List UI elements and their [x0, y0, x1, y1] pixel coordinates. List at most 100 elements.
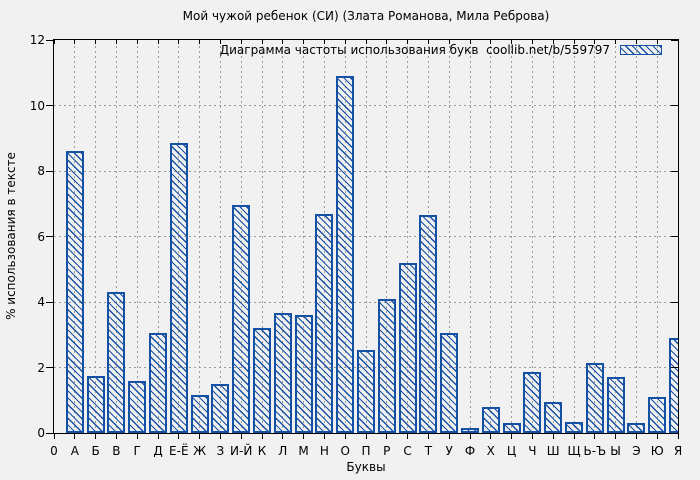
gridline-v-Ю	[656, 40, 658, 433]
xtick-label-Б: Б	[91, 444, 100, 458]
ytick-label-10: 10	[29, 98, 45, 113]
gridline-v-Э	[635, 40, 637, 433]
gridline-v-К	[261, 40, 263, 433]
legend-label: Диаграмма частоты использования букв coo…	[219, 43, 610, 57]
ytick-mirror-6	[671, 236, 678, 237]
ytick-8	[46, 170, 53, 172]
ytick-mirror-10	[671, 105, 678, 106]
xtick-mirror-Ш	[552, 40, 554, 44]
bars-layer	[54, 40, 678, 433]
xtick-label-Т: Т	[424, 444, 433, 458]
plot-area: Диаграмма частоты использования букв coo…	[30, 33, 682, 458]
ytick-mirror-4	[671, 301, 678, 303]
xtick-mirror-Щ	[573, 40, 575, 44]
xtick-mirror-Ы	[615, 40, 617, 44]
xtick-Ч	[531, 434, 533, 439]
xtick-mirror-И-Й	[240, 40, 242, 44]
ytick-label-8: 8	[37, 164, 45, 178]
ytick-4	[46, 301, 53, 303]
bar-Т	[419, 215, 438, 433]
xtick-label-Д: Д	[153, 444, 163, 458]
ytick-6	[46, 236, 53, 237]
xtick-П	[365, 434, 367, 439]
xtick-Н	[323, 434, 325, 439]
gridline-v-Ф	[469, 40, 471, 433]
xtick-Е-Ё	[178, 434, 180, 439]
xtick-mirror-М	[303, 40, 305, 44]
xtick-Л	[282, 434, 284, 439]
xtick-А	[74, 434, 76, 439]
bar-Ф	[461, 428, 479, 433]
gridline-v-Ц	[511, 40, 513, 433]
ytick-0	[46, 432, 53, 434]
bar-Л	[273, 313, 292, 433]
xtick-mirror-В	[115, 40, 117, 44]
xtick-Х	[490, 434, 492, 439]
xtick-mirror-Н	[323, 40, 325, 44]
xtick-Д	[157, 434, 159, 439]
xtick-label-Л: Л	[278, 444, 288, 458]
xtick-label-Ь-Ъ: Ь-Ъ	[583, 444, 607, 458]
bar-Ю	[648, 396, 667, 433]
ytick-2	[46, 367, 53, 368]
bar-С	[398, 262, 417, 433]
bar-Щ	[565, 421, 583, 433]
gridline-v-Л	[282, 40, 284, 433]
gridline-v-Ш	[552, 40, 554, 433]
gridline-v-В	[115, 40, 117, 433]
xtick-label-Щ: Щ	[567, 444, 581, 458]
xtick-label-Р: Р	[383, 444, 391, 458]
xtick-label-З: З	[216, 444, 225, 458]
xtick-label-Ц: Ц	[506, 444, 517, 458]
bar-М	[294, 315, 313, 433]
xtick-О	[344, 434, 346, 439]
xtick-label-У: У	[445, 444, 453, 458]
xtick-Р	[386, 434, 388, 439]
xtick-label-Н: Н	[319, 444, 329, 458]
bar-Ж	[190, 395, 209, 433]
bar-З	[211, 383, 230, 433]
xtick-mirror-Ц	[511, 40, 513, 44]
xtick-mirror-У	[448, 40, 450, 44]
gridline-v-Ч	[531, 40, 533, 433]
xtick-Э	[635, 434, 637, 439]
bar-Г	[128, 380, 147, 433]
xtick-Б	[95, 434, 97, 439]
xtick-mirror-Г	[136, 40, 138, 44]
xtick-label-Ш: Ш	[546, 444, 560, 458]
xtick-mirror-К	[261, 40, 263, 44]
ytick-label-12: 12	[29, 33, 45, 47]
gridline-v-Х	[490, 40, 492, 433]
gridline-v-Д	[157, 40, 159, 433]
xtick-mirror-Ь-Ъ	[594, 40, 596, 44]
gridline-v-З	[219, 40, 221, 433]
bar-Б	[86, 375, 105, 433]
bar-Н	[315, 213, 334, 433]
xtick-mirror-Ч	[531, 40, 533, 44]
xtick-Ц	[511, 434, 513, 439]
xtick-mirror-Х	[490, 40, 492, 44]
xtick-mirror-Ф	[469, 40, 471, 44]
xtick-label-С: С	[403, 444, 412, 458]
legend-hatch-swatch-icon	[620, 45, 662, 55]
xtick-label-К: К	[257, 444, 267, 458]
xtick-С	[407, 434, 409, 439]
gridline-v-Ь-Ъ	[594, 40, 596, 433]
xtick-label-О: О	[340, 444, 350, 458]
xtick-label-Ы: Ы	[610, 444, 621, 458]
xtick-label-Х: Х	[486, 444, 495, 458]
bar-А	[65, 151, 84, 433]
xtick-label-Г: Г	[133, 444, 141, 458]
xtick-mirror-Ж	[199, 40, 201, 44]
bar-Ь-Ъ	[585, 362, 604, 433]
ytick-12	[46, 39, 53, 41]
ytick-mirror-0	[671, 432, 678, 434]
xtick-И-Й	[240, 434, 242, 439]
xtick-mirror-О	[344, 40, 346, 44]
xtick-label-Ж: Ж	[193, 444, 207, 458]
xtick-label-М: М	[298, 444, 309, 458]
xtick-mirror-П	[365, 40, 367, 44]
bar-П	[357, 349, 375, 433]
xtick-label-0: 0	[50, 444, 58, 458]
xtick-З	[219, 434, 221, 439]
